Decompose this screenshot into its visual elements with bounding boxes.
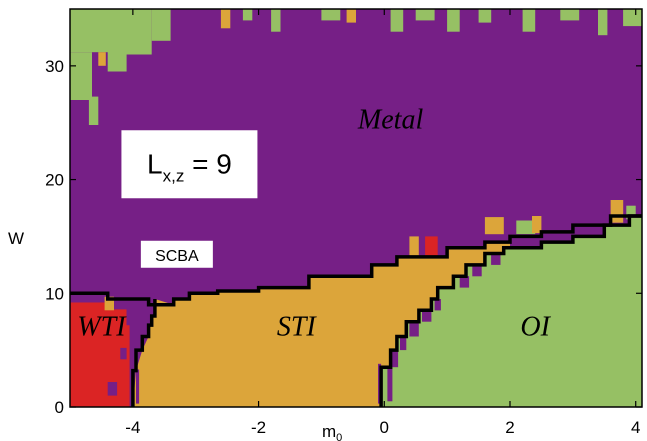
noise-cell: [409, 321, 419, 337]
noise-cell: [478, 9, 492, 23]
noise-cell: [346, 9, 356, 23]
x-axis-label-sub: 0: [336, 432, 342, 441]
system-size-value: = 9: [184, 148, 231, 179]
noise-cell: [390, 9, 404, 32]
plot-frame: [69, 8, 643, 408]
y-tick-label: 20: [45, 171, 64, 190]
noise-cell: [387, 367, 393, 402]
x-tick-label: 0: [380, 418, 389, 437]
noise-cell: [516, 220, 536, 235]
noise-cell: [532, 216, 542, 234]
wti-region: [70, 302, 130, 407]
noise-cell: [447, 9, 460, 32]
noise-cell: [400, 336, 407, 351]
system-size-sub: x,z: [163, 166, 185, 185]
x-tick-label: 4: [631, 418, 640, 437]
y-tick-label: 0: [55, 398, 64, 417]
noise-cell: [626, 205, 636, 220]
system-size-main: L: [147, 148, 163, 179]
phase-label-sti: STI: [277, 311, 318, 342]
noise-cell: [220, 9, 231, 29]
noise-cell: [271, 9, 281, 32]
phase-label-oi: OI: [520, 311, 551, 342]
y-axis-label: W: [8, 229, 24, 248]
noise-cell: [391, 350, 399, 368]
noise-cell: [610, 200, 624, 223]
boundary-wti-sti: [131, 299, 157, 407]
noise-cell: [120, 347, 127, 360]
scba-box: [140, 240, 213, 268]
noise-cell: [70, 9, 127, 53]
noise-cell: [409, 236, 419, 257]
noise-cell: [560, 9, 580, 21]
noise-cell: [422, 310, 432, 322]
noise-cell: [491, 253, 501, 265]
x-tick-label: -2: [251, 418, 266, 437]
x-axis-label: m0: [322, 422, 342, 441]
axis-tick-labels: -4 -2 0 2 4 0 10 20 30: [45, 57, 640, 437]
noise-cell: [151, 9, 171, 41]
boundary-metal-insulator-upper: [70, 214, 642, 307]
y-tick-label: 10: [45, 284, 64, 303]
noise-cell: [242, 9, 253, 21]
plot-border: [69, 8, 643, 408]
noise-cell: [136, 369, 140, 404]
noise-cell: [104, 296, 114, 311]
noise-cell: [522, 9, 536, 32]
noise-cell: [107, 382, 118, 396]
boundary-noise-cells: [70, 9, 642, 404]
noise-cell: [484, 217, 504, 235]
phase-boundaries: [70, 214, 642, 407]
boundary-sti-oi: [379, 214, 642, 407]
annotations: SCBA Lx,z = 9: [121, 130, 258, 268]
axis-ticks: [70, 9, 642, 408]
x-tick-label: 2: [505, 418, 514, 437]
sti-region: [132, 236, 510, 407]
y-tick-label: 30: [45, 57, 64, 76]
noise-cell: [598, 9, 608, 36]
noise-cell: [88, 96, 99, 125]
x-axis-label-main: m: [322, 422, 336, 441]
noise-cell: [434, 299, 441, 311]
phase-label-metal: Metal: [357, 104, 424, 135]
noise-cell: [425, 236, 438, 257]
oi-region: [381, 216, 642, 407]
system-size-box: [121, 130, 258, 199]
phase-regions: [70, 216, 642, 407]
noise-cell: [70, 52, 92, 100]
noise-cell: [472, 264, 482, 277]
phase-label-wti: WTI: [77, 311, 127, 342]
noise-cell: [459, 276, 470, 288]
noise-cell: [98, 52, 106, 66]
x-tick-label: -4: [125, 418, 140, 437]
noise-cell: [120, 9, 152, 55]
scba-label: SCBA: [155, 248, 199, 265]
noise-cell: [321, 9, 341, 21]
phase-labels: Metal STI OI WTI: [77, 104, 551, 342]
system-size-label: Lx,z = 9: [147, 148, 232, 185]
noise-cell: [623, 9, 642, 27]
noise-cell: [104, 9, 114, 21]
noise-cell: [415, 9, 435, 21]
